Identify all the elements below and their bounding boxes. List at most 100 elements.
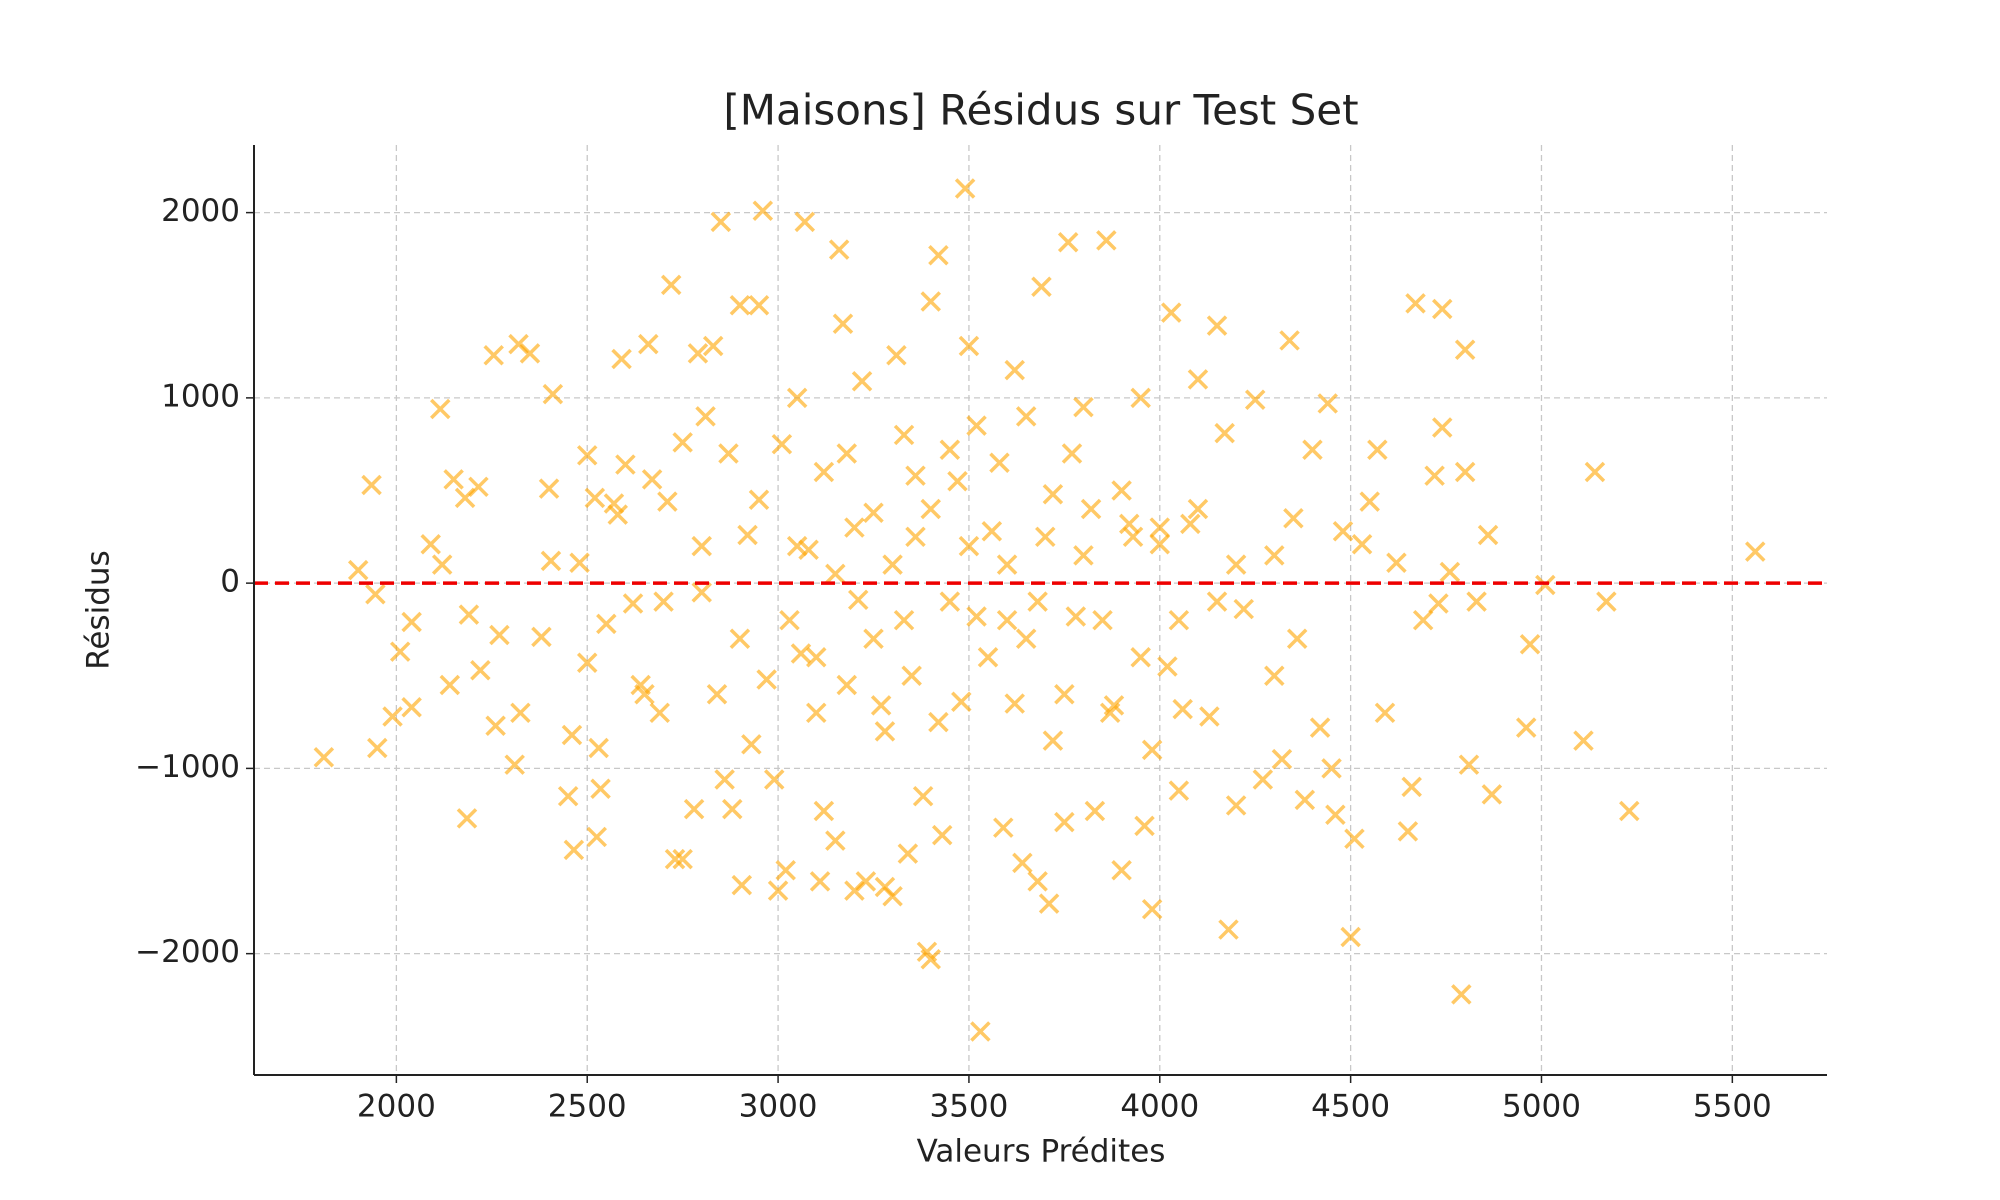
point (1004, 693, 1025, 714)
point (1317, 393, 1338, 414)
point (714, 769, 735, 790)
point (1172, 698, 1193, 720)
point (1119, 513, 1140, 535)
point (931, 824, 953, 846)
point (1321, 758, 1342, 779)
point (586, 826, 608, 848)
point (1286, 628, 1308, 649)
x-tick-label: 2000 (357, 1089, 436, 1125)
point (813, 800, 835, 822)
point (905, 526, 926, 548)
y-tick-label: −2000 (135, 934, 240, 970)
point (483, 345, 504, 366)
point (1367, 439, 1388, 460)
point (966, 415, 987, 436)
point (1515, 717, 1537, 738)
point (786, 535, 808, 557)
point (1466, 591, 1487, 612)
point (365, 584, 386, 605)
point (1130, 647, 1151, 668)
point (764, 769, 785, 790)
point (401, 611, 422, 633)
point (893, 424, 915, 446)
point (1187, 369, 1209, 390)
point (832, 313, 854, 335)
point (813, 461, 835, 483)
point (1264, 665, 1285, 687)
point (1084, 800, 1106, 822)
point (702, 335, 724, 357)
point (947, 471, 968, 492)
point (1454, 461, 1476, 483)
point (1092, 609, 1113, 631)
point (912, 785, 934, 807)
point (603, 493, 625, 514)
x-tick-label: 4500 (1311, 1089, 1390, 1125)
point (588, 737, 609, 759)
point (970, 1021, 991, 1042)
point (1294, 789, 1316, 811)
point (806, 647, 827, 668)
point (1122, 526, 1144, 548)
point (1027, 871, 1048, 892)
point (828, 239, 850, 260)
point (1015, 628, 1037, 649)
point (1168, 609, 1190, 631)
point (1134, 815, 1155, 837)
point (752, 200, 774, 222)
point (638, 333, 659, 355)
point (775, 860, 796, 881)
point (836, 443, 858, 464)
point (607, 504, 629, 525)
point (718, 443, 739, 464)
point (1386, 552, 1407, 573)
point (1042, 483, 1064, 505)
point (1054, 811, 1075, 833)
point (710, 211, 732, 233)
point (855, 871, 877, 892)
point (1432, 417, 1453, 438)
point (847, 589, 869, 611)
y-tick-label: 0 (220, 564, 240, 600)
point (951, 691, 972, 712)
point (1252, 769, 1274, 790)
point (1187, 498, 1209, 520)
point (672, 432, 693, 453)
point (1401, 776, 1422, 798)
point (691, 535, 712, 557)
point (993, 817, 1014, 838)
point (1279, 330, 1300, 351)
point (863, 628, 884, 649)
point (836, 674, 858, 696)
point (1458, 754, 1480, 775)
x-axis-label: Valeurs Prédites (917, 1134, 1166, 1170)
point (1412, 609, 1434, 631)
point (874, 721, 896, 742)
point (1519, 634, 1541, 655)
point (1302, 439, 1323, 460)
point (706, 684, 728, 705)
point (1451, 984, 1472, 1005)
point (657, 491, 678, 512)
point (641, 469, 663, 490)
point (485, 715, 506, 737)
point (420, 533, 441, 555)
point (1359, 491, 1380, 512)
point (1283, 508, 1304, 529)
point (649, 702, 670, 724)
point (756, 669, 777, 690)
point (1168, 780, 1190, 801)
point (1061, 443, 1083, 464)
point (1584, 461, 1606, 483)
point (771, 433, 793, 455)
chart-title: [Maisons] Résidus sur Test Set (723, 86, 1358, 135)
point (1271, 748, 1293, 770)
point (1004, 359, 1025, 381)
point (1157, 656, 1178, 677)
point (882, 885, 903, 907)
point (540, 550, 562, 572)
point (1099, 702, 1121, 724)
point (1218, 919, 1239, 940)
point (430, 398, 451, 420)
point (1619, 800, 1640, 822)
